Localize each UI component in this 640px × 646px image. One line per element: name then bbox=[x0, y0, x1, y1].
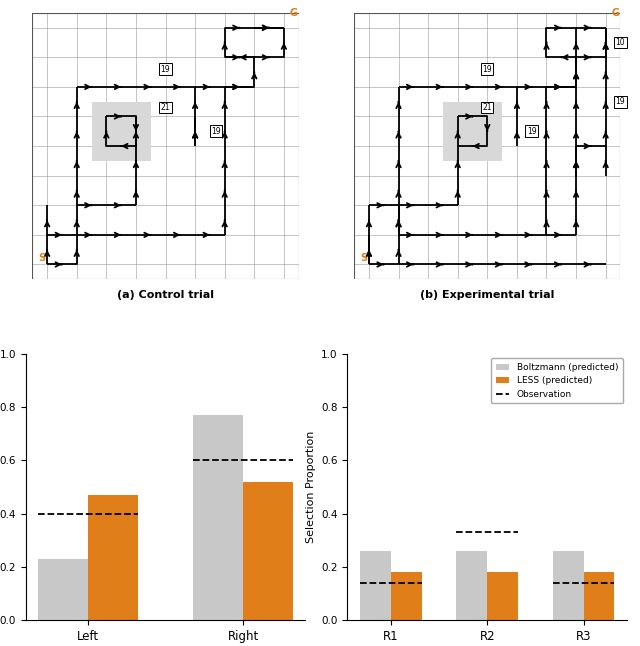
Text: S: S bbox=[360, 253, 367, 264]
Legend: Boltzmann (predicted), LESS (predicted), Observation: Boltzmann (predicted), LESS (predicted),… bbox=[492, 359, 623, 403]
Text: 19: 19 bbox=[616, 97, 625, 106]
Bar bbox=[391, 572, 422, 620]
Bar bbox=[584, 572, 614, 620]
Text: 21: 21 bbox=[483, 103, 492, 112]
Text: (b) Experimental trial: (b) Experimental trial bbox=[420, 289, 554, 300]
Bar bbox=[38, 559, 88, 620]
Bar bbox=[360, 551, 391, 620]
Text: 19: 19 bbox=[161, 65, 170, 74]
Bar bbox=[88, 495, 138, 620]
Text: 19: 19 bbox=[527, 127, 536, 136]
Bar bbox=[487, 572, 518, 620]
Text: S: S bbox=[38, 253, 45, 264]
Text: 19: 19 bbox=[483, 65, 492, 74]
Bar bbox=[243, 482, 292, 620]
Bar bbox=[553, 551, 584, 620]
Bar bbox=[92, 101, 150, 161]
Bar bbox=[193, 415, 243, 620]
Bar bbox=[443, 101, 502, 161]
Text: 10: 10 bbox=[616, 38, 625, 47]
Text: G: G bbox=[290, 8, 298, 18]
Text: 21: 21 bbox=[161, 103, 170, 112]
Bar bbox=[456, 551, 487, 620]
Text: 19: 19 bbox=[211, 127, 221, 136]
Text: G: G bbox=[612, 8, 620, 18]
Text: (a) Control trial: (a) Control trial bbox=[117, 289, 214, 300]
Y-axis label: Selection Proportion: Selection Proportion bbox=[306, 431, 316, 543]
